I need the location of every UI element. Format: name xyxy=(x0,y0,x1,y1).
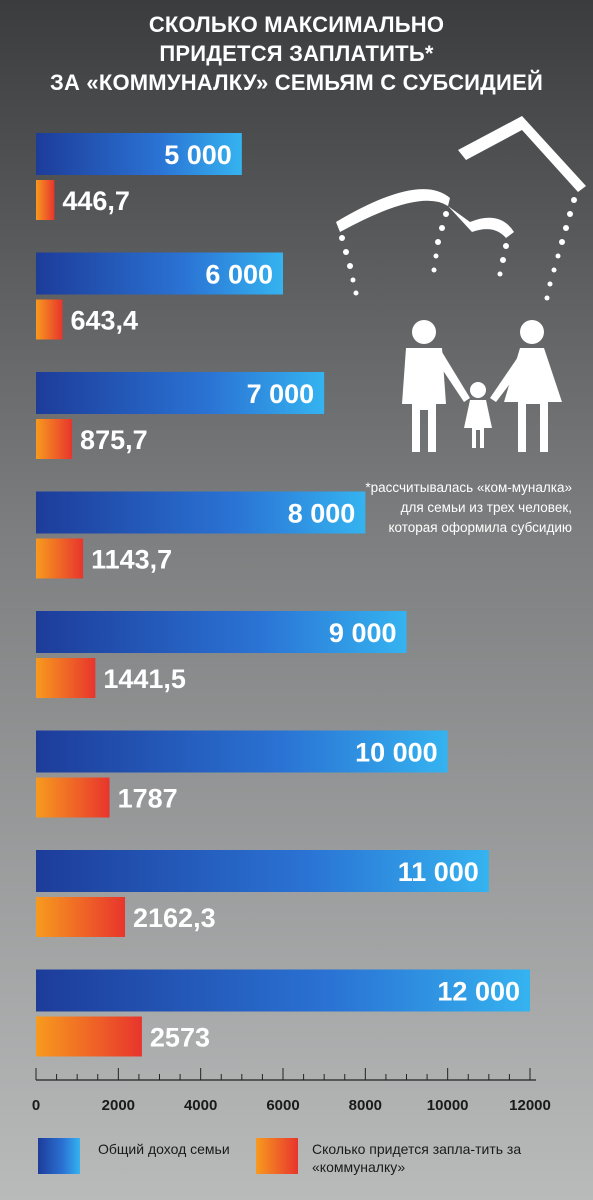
income-bar xyxy=(36,850,489,892)
income-bar xyxy=(36,730,448,773)
legend-label-payment: Сколько придется запла-тить за «коммунал… xyxy=(312,1141,522,1175)
legend-swatch-income xyxy=(38,1138,80,1174)
x-tick-label: 12000 xyxy=(509,1097,551,1114)
payment-bar xyxy=(36,658,96,698)
payment-label: 2162,3 xyxy=(133,903,216,933)
x-tick-label: 0 xyxy=(32,1097,40,1114)
payment-bar xyxy=(36,1016,142,1057)
payment-label: 1441,5 xyxy=(103,664,186,694)
income-bar xyxy=(36,611,407,653)
payment-label: 875,7 xyxy=(80,425,148,455)
bars-group: 5 000 446,7 6 000 643,4 7 000 875,7 8 000 1143,… xyxy=(36,133,530,1057)
income-label: 10 000 xyxy=(355,738,438,768)
income-label: 5 000 xyxy=(164,140,232,170)
payment-bar xyxy=(36,299,63,340)
title-line-3: ЗА «КОММУНАЛКУ» СЕМЬЯМ С СУБСИДИЕЙ xyxy=(50,70,543,95)
dots-right xyxy=(497,197,577,301)
payment-bar xyxy=(36,180,55,220)
title-line-1: СКОЛЬКО МАКСИМАЛЬНО xyxy=(148,12,445,37)
legend-swatch-payment xyxy=(256,1138,298,1174)
income-bar xyxy=(36,372,325,414)
dots-mid xyxy=(431,211,449,273)
child-figure xyxy=(464,382,492,448)
payment-label: 2573 xyxy=(150,1023,210,1053)
legend-label-income: Общий доход семьи xyxy=(98,1141,230,1157)
x-tick-label: 6000 xyxy=(266,1097,299,1114)
income-label: 12 000 xyxy=(437,977,520,1007)
payment-bar xyxy=(36,419,73,459)
x-tick-label: 8000 xyxy=(349,1097,382,1114)
payment-label: 446,7 xyxy=(62,186,130,216)
income-label: 7 000 xyxy=(247,379,315,409)
payment-bar xyxy=(36,538,84,579)
x-axis: 0 2000 4000 6000 8000 10000 12000 xyxy=(32,1068,551,1114)
family-illustration xyxy=(336,116,586,452)
income-label: 11 000 xyxy=(398,857,479,887)
payment-label: 643,4 xyxy=(70,306,138,336)
income-label: 8 000 xyxy=(288,499,356,529)
father-figure xyxy=(402,320,470,452)
income-bar xyxy=(36,491,366,534)
mother-figure xyxy=(490,320,562,452)
dots-left xyxy=(339,235,359,296)
income-label: 9 000 xyxy=(329,618,397,648)
chart-title: СКОЛЬКО МАКСИМАЛЬНО ПРИДЕТСЯ ЗАПЛАТИТЬ* … xyxy=(0,10,593,97)
payment-bar xyxy=(36,897,126,937)
x-tick-label: 4000 xyxy=(184,1097,217,1114)
payment-bar xyxy=(36,777,110,818)
payment-label: 1787 xyxy=(118,784,178,814)
income-label: 6 000 xyxy=(205,260,273,290)
income-bar xyxy=(36,252,283,295)
footnote: *рассчитывалась «ком-муналка» для семьи … xyxy=(365,480,572,535)
x-tick-label: 10000 xyxy=(427,1097,469,1114)
income-bar xyxy=(36,133,242,175)
title-line-2: ПРИДЕТСЯ ЗАПЛАТИТЬ* xyxy=(159,41,434,66)
income-bar xyxy=(36,969,530,1012)
payment-label: 1143,7 xyxy=(91,545,172,575)
x-tick-label: 2000 xyxy=(102,1097,135,1114)
